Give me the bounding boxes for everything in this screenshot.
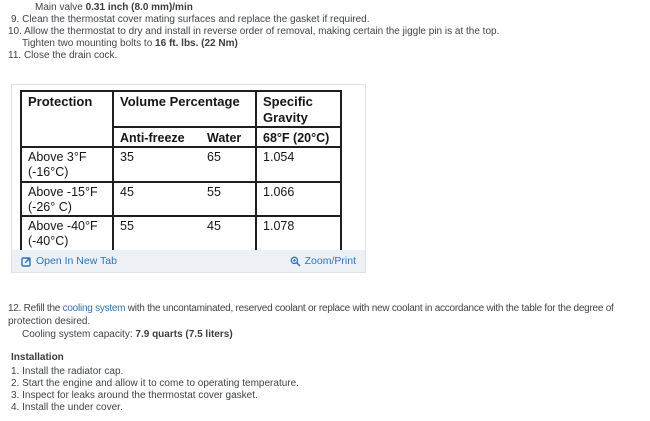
installation-heading: Installation: [11, 352, 64, 363]
capacity-line: Cooling system capacity: 7.9 quarts (7.5…: [0, 328, 650, 341]
spec-label: Main valve: [35, 2, 86, 13]
step-12-post: with the uncontaminated, reserved coolan…: [125, 303, 614, 314]
cell-water: 65: [201, 146, 257, 182]
cell-gravity: 1.078: [255, 215, 342, 251]
cell-gravity: 1.054: [255, 146, 342, 182]
cell-water: 45: [201, 215, 257, 251]
step-12-block: 12. Refill the cooling system with the u…: [0, 302, 650, 341]
step-11: 11. Close the drain cock.: [8, 50, 118, 61]
step-12-wrap: protection desired.: [8, 316, 91, 327]
zoom-print-label: Zoom/Print: [304, 255, 356, 267]
torque-value: 16 ft. lbs. (22 Nm): [155, 38, 238, 49]
cell-antifreeze: 45: [112, 181, 201, 216]
capacity-label: Cooling system capacity:: [22, 329, 136, 340]
cell-antifreeze: 35: [112, 146, 201, 182]
cell-gravity: 1.066: [255, 181, 342, 216]
step-10: 10. Allow the thermostat to dry and inst…: [8, 26, 500, 37]
col-volume-header: Volume Percentage: [111, 90, 257, 127]
install-step-3: 3. Inspect for leaks around the thermost…: [11, 390, 258, 401]
subcol-temp: 68°F (20°C): [255, 126, 342, 147]
spec-value: 0.31 inch (8.0 mm)/min: [85, 2, 193, 13]
torque-label: Tighten two mounting bolts to: [22, 38, 156, 49]
spec-line: Main valve 0.31 inch (8.0 mm)/min: [0, 2, 650, 14]
install-step-1: 1. Install the radiator cap.: [11, 366, 124, 377]
cell-protection: Above 3°F (-16°C): [21, 146, 113, 182]
top-steps-block: Main valve 0.31 inch (8.0 mm)/min 9. Cle…: [0, 2, 650, 62]
step-12: 12. Refill the cooling system with the u…: [0, 302, 650, 315]
table-row: Above 3°F (-16°C) 35 65 1.054: [21, 146, 342, 182]
zoom-print-icon: [290, 256, 301, 267]
cell-protection: Above -15°F (-26° C): [21, 181, 113, 216]
cell-protection: Above -40°F (-40°C): [21, 215, 113, 251]
table-widget-toolbar: Open In New Tab Zoom/Print: [12, 250, 365, 272]
table-row: Above -40°F (-40°C) 55 45 1.078: [21, 215, 342, 251]
subcol-antifreeze: Anti-freeze: [112, 126, 201, 147]
open-in-new-tab-link[interactable]: Open In New Tab: [21, 255, 117, 267]
subcol-water: Water: [201, 126, 257, 147]
table-row: Above -15°F (-26° C) 45 55 1.066: [21, 181, 342, 216]
open-in-new-tab-icon: [21, 256, 32, 267]
col-protection-header: Protection: [21, 90, 113, 147]
col-gravity-header: Specific Gravity: [255, 90, 342, 127]
zoom-print-link[interactable]: Zoom/Print: [290, 255, 356, 267]
cell-water: 55: [201, 181, 257, 216]
coolant-table: Protection Volume Percentage Specific Gr…: [20, 90, 343, 252]
open-in-new-tab-label: Open In New Tab: [36, 255, 117, 267]
step-10-torque: Tighten two mounting bolts to 16 ft. lbs…: [0, 38, 650, 50]
cooling-system-link[interactable]: cooling system: [62, 303, 126, 314]
installation-block: Installation 1. Install the radiator cap…: [0, 352, 650, 414]
cell-antifreeze: 55: [112, 215, 201, 251]
step-9: 9. Clean the thermostat cover mating sur…: [11, 14, 370, 25]
capacity-value: 7.9 quarts (7.5 liters): [135, 329, 233, 340]
step-12-pre: 12. Refill the: [8, 303, 63, 314]
install-step-2: 2. Start the engine and allow it to come…: [11, 378, 299, 389]
install-step-4: 4. Install the under cover.: [11, 402, 123, 413]
coolant-table-widget: Protection Volume Percentage Specific Gr…: [11, 84, 366, 273]
